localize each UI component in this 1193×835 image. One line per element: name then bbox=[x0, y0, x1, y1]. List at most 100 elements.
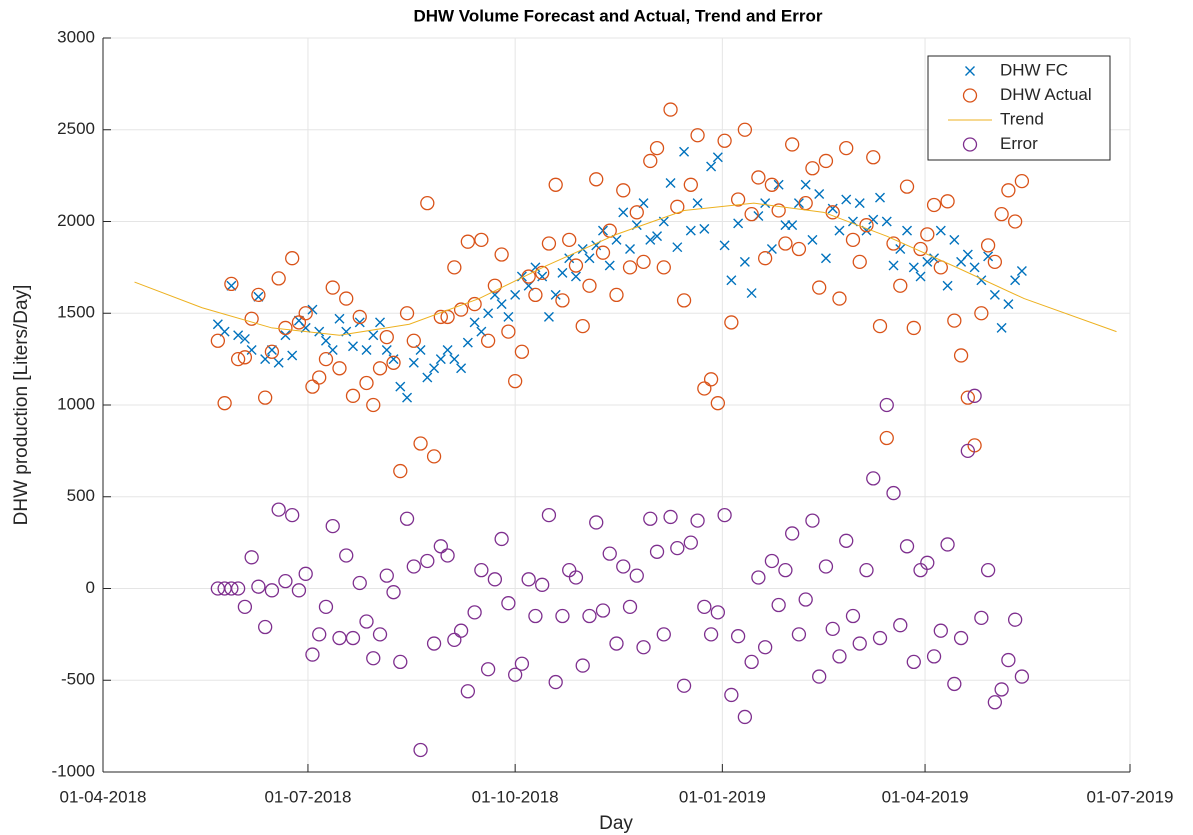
circle-marker bbox=[325, 280, 340, 295]
circle-marker bbox=[474, 232, 489, 248]
x-marker bbox=[408, 357, 419, 368]
y-tick-label: 1000 bbox=[57, 394, 95, 413]
circle-marker bbox=[460, 684, 476, 699]
x-marker bbox=[354, 317, 365, 328]
circle-marker bbox=[271, 271, 286, 286]
circle-marker bbox=[818, 559, 834, 574]
circle-marker bbox=[224, 276, 239, 292]
x-marker bbox=[726, 275, 737, 286]
y-tick-label: 500 bbox=[67, 486, 95, 505]
circle-marker bbox=[291, 583, 307, 598]
x-marker bbox=[719, 240, 730, 251]
x-marker bbox=[922, 256, 933, 267]
circle-marker bbox=[494, 531, 509, 547]
circle-marker bbox=[575, 658, 590, 673]
circle-marker bbox=[737, 122, 753, 137]
circle-marker bbox=[480, 662, 496, 677]
circle-marker bbox=[420, 195, 435, 211]
circle-marker bbox=[433, 309, 448, 325]
circle-marker bbox=[285, 251, 300, 266]
x-marker bbox=[570, 271, 581, 282]
circle-marker bbox=[1001, 183, 1016, 198]
x-marker bbox=[611, 234, 622, 245]
circle-marker bbox=[622, 599, 638, 614]
circle-marker bbox=[893, 278, 908, 293]
x-marker bbox=[246, 344, 257, 355]
circle-marker bbox=[962, 88, 978, 103]
circle-marker bbox=[656, 260, 671, 275]
x-marker bbox=[989, 289, 1000, 300]
circle-marker bbox=[230, 351, 246, 367]
circle-marker bbox=[521, 572, 536, 587]
circle-marker bbox=[812, 669, 827, 684]
y-tick-label: 1500 bbox=[57, 303, 95, 322]
x-marker bbox=[820, 253, 831, 264]
circle-marker bbox=[366, 397, 381, 413]
x-marker bbox=[266, 344, 277, 355]
circle-marker bbox=[798, 592, 813, 607]
y-tick-label: -500 bbox=[61, 670, 95, 689]
circle-marker bbox=[649, 544, 665, 559]
x-marker bbox=[969, 262, 980, 273]
x-marker bbox=[935, 225, 946, 236]
x-marker bbox=[706, 161, 717, 172]
circle-marker bbox=[399, 511, 415, 526]
circle-marker bbox=[953, 630, 969, 646]
circle-marker bbox=[852, 636, 867, 651]
circle-marker bbox=[609, 287, 624, 303]
x-marker bbox=[983, 251, 994, 262]
circle-marker bbox=[656, 627, 671, 642]
circle-marker bbox=[886, 236, 901, 251]
x-marker bbox=[557, 267, 568, 278]
circle-marker bbox=[609, 636, 624, 651]
circle-marker bbox=[683, 535, 698, 550]
circle-marker bbox=[724, 687, 739, 703]
circle-marker bbox=[372, 627, 388, 642]
circle-marker bbox=[420, 553, 435, 569]
circle-marker bbox=[312, 370, 327, 385]
x-marker bbox=[902, 225, 913, 236]
x-marker bbox=[287, 350, 298, 361]
circle-marker bbox=[453, 302, 469, 317]
x-marker bbox=[584, 253, 595, 264]
circle-marker bbox=[751, 170, 766, 185]
circle-marker bbox=[812, 280, 827, 295]
x-marker bbox=[929, 253, 940, 264]
circle-marker bbox=[933, 623, 948, 638]
circle-marker bbox=[298, 306, 313, 321]
x-marker bbox=[881, 216, 892, 227]
circle-marker bbox=[906, 654, 921, 670]
x-marker bbox=[604, 260, 615, 271]
x-tick-label: 01-10-2018 bbox=[472, 787, 559, 806]
circle-marker bbox=[994, 207, 1009, 222]
circle-marker bbox=[629, 568, 644, 583]
circle-marker bbox=[244, 311, 259, 326]
x-marker bbox=[834, 225, 845, 236]
x-marker bbox=[672, 242, 683, 253]
legend-box bbox=[927, 55, 1111, 161]
circle-marker bbox=[528, 608, 543, 624]
circle-marker bbox=[798, 195, 813, 211]
circle-marker bbox=[535, 577, 550, 592]
circle-marker bbox=[1014, 669, 1030, 684]
x-marker bbox=[469, 317, 480, 328]
circle-marker bbox=[406, 559, 421, 574]
x-marker bbox=[665, 177, 676, 188]
circle-marker bbox=[852, 254, 867, 270]
circle-marker bbox=[575, 318, 590, 334]
x-marker bbox=[645, 234, 656, 245]
x-marker bbox=[965, 66, 975, 76]
circle-marker bbox=[872, 630, 888, 646]
circle-marker bbox=[926, 649, 942, 664]
x-marker bbox=[733, 218, 744, 229]
x-marker bbox=[854, 198, 865, 209]
circle-marker bbox=[467, 605, 482, 620]
circle-marker bbox=[805, 161, 820, 176]
circle-marker bbox=[622, 260, 638, 275]
circle-marker bbox=[237, 599, 253, 614]
x-marker bbox=[260, 354, 271, 365]
circle-marker bbox=[345, 630, 361, 646]
x-marker bbox=[915, 271, 926, 282]
legend-label: Error bbox=[1000, 134, 1038, 153]
legend-label: DHW FC bbox=[1000, 60, 1068, 79]
